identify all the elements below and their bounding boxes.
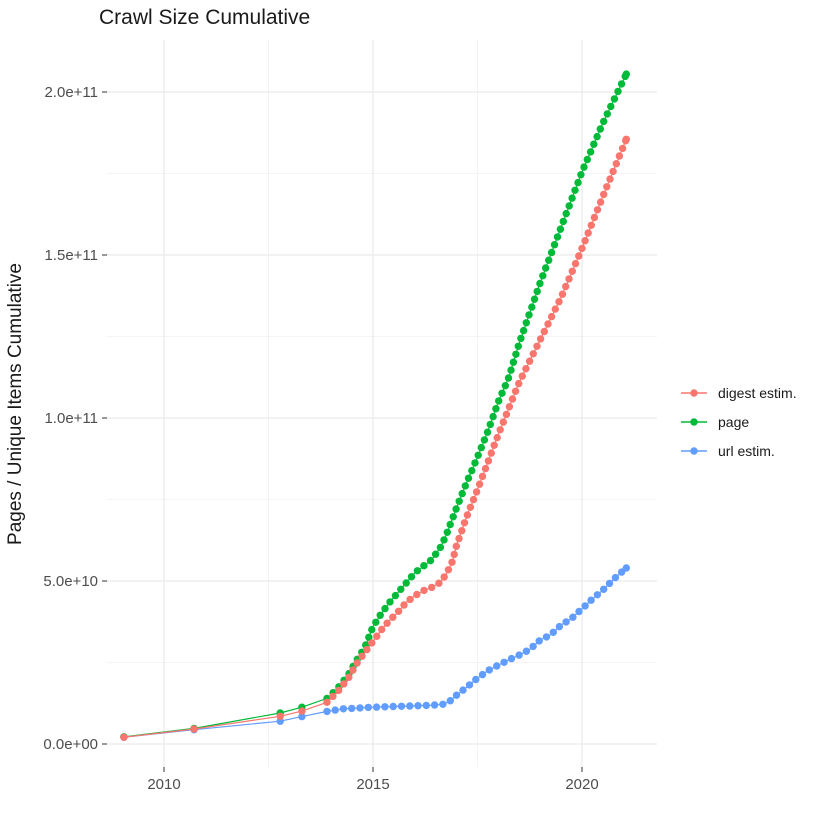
x-tick-label: 2020	[565, 776, 598, 793]
series-markers-url-estim	[120, 564, 630, 741]
legend-key-icon	[681, 388, 707, 397]
chart-title: Crawl Size Cumulative	[99, 6, 311, 29]
y-tick-label: 0.0e+00	[43, 736, 98, 753]
series-markers-digest-estim	[120, 135, 630, 741]
x-tick-label: 2010	[147, 776, 180, 793]
legend: digest estim. page url estim.	[680, 378, 797, 465]
axis-tick-labels: 2010 2015 2020 0.0e+00 5.0e+10 1.0e+11 1.5e+11…	[43, 84, 598, 793]
y-axis-title: Pages / Unique Items Cumulative	[5, 263, 26, 545]
series-digest-estim	[120, 135, 630, 741]
series-line-url-estim	[123, 567, 627, 738]
series-line-digest-estim	[123, 139, 627, 738]
series-markers-page	[120, 70, 630, 741]
y-tick-label: 5.0e+10	[43, 573, 98, 590]
x-tick-label: 2015	[356, 776, 389, 793]
legend-item-label: url estim.	[718, 442, 775, 459]
legend-item-page: page	[680, 407, 797, 436]
series-page	[120, 70, 630, 741]
legend-key-icon	[681, 417, 707, 426]
series-url-estim	[120, 564, 630, 741]
axis-ticks	[102, 91, 583, 772]
legend-item-label: page	[718, 413, 750, 430]
y-tick-label: 2.0e+11	[44, 84, 98, 101]
gridlines	[107, 40, 657, 767]
legend-key-icon	[681, 446, 707, 455]
legend-item-label: digest estim.	[718, 384, 797, 401]
legend-item-url-estim: url estim.	[680, 436, 797, 465]
legend-item-digest-estim: digest estim.	[680, 378, 797, 407]
y-tick-label: 1.5e+11	[44, 247, 98, 264]
y-tick-label: 1.0e+11	[44, 410, 98, 427]
